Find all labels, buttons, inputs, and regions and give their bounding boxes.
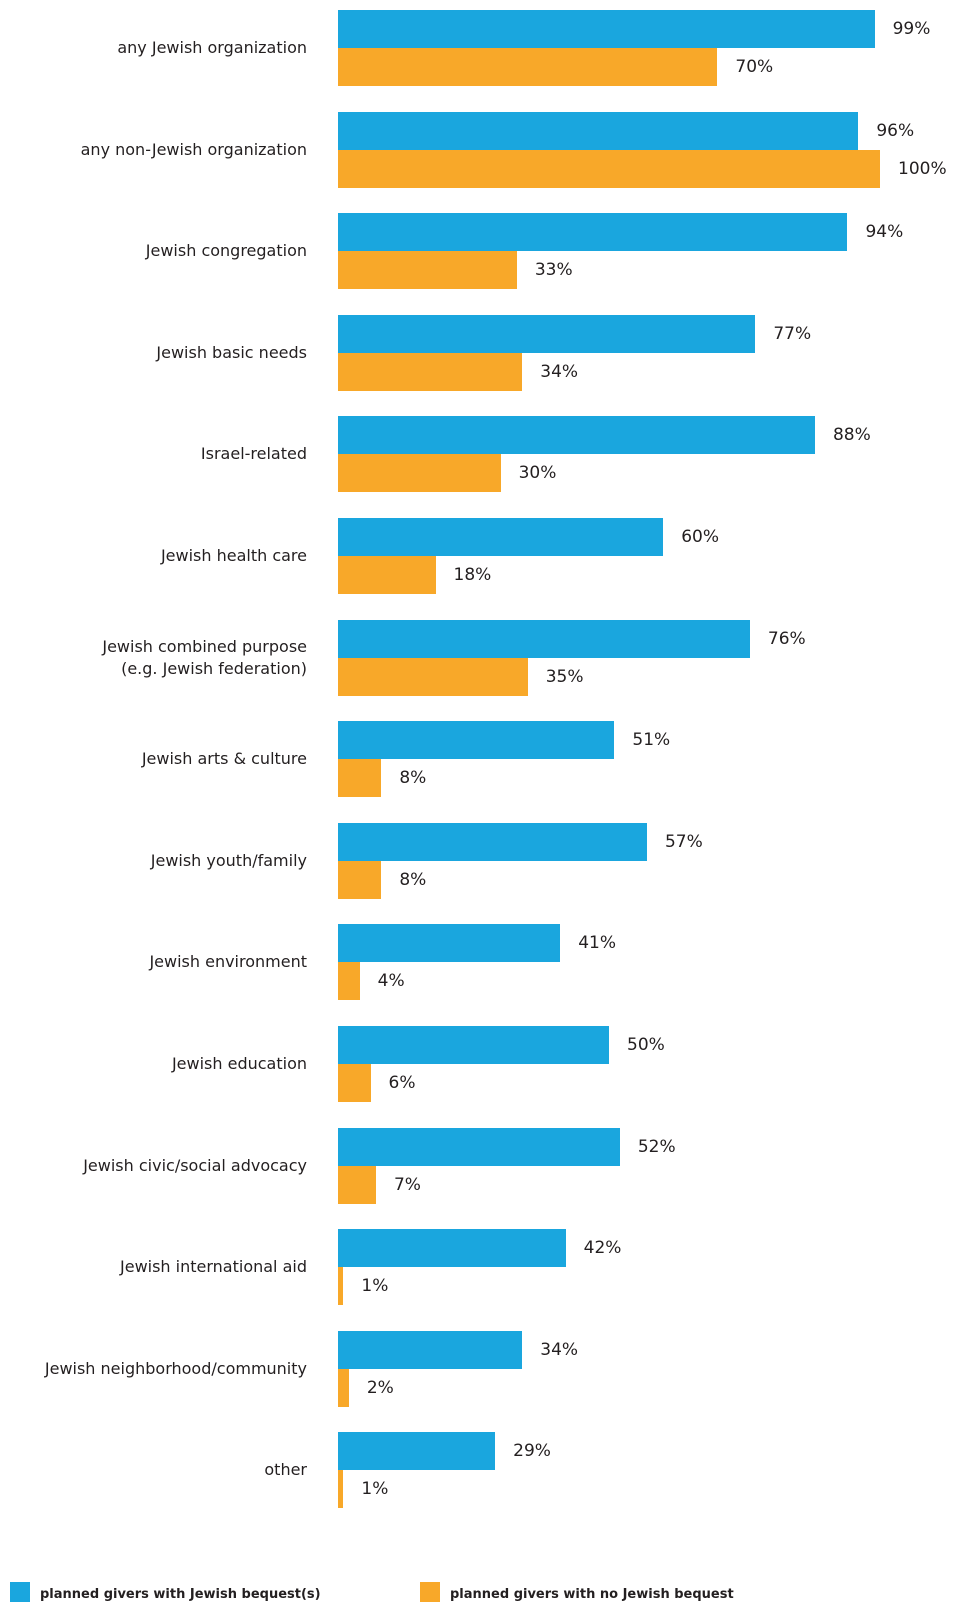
data-label: 42% — [583, 1238, 622, 1259]
data-label: 50% — [627, 1035, 665, 1055]
data-label: 1% — [361, 1479, 389, 1500]
data-label: 77% — [773, 323, 812, 344]
category-label: Jewish arts & culture — [141, 749, 307, 769]
legend-swatch — [420, 1582, 440, 1602]
category-label: Jewish international aid — [120, 1257, 307, 1277]
category-label: Jewish youth/family — [150, 850, 307, 870]
data-label: 18% — [453, 565, 492, 585]
bar-series-2 — [338, 352, 523, 391]
bar-series-1 — [338, 111, 859, 150]
bar-series-1 — [338, 416, 815, 455]
legend-swatch — [10, 1582, 30, 1602]
category-label: Jewish environment — [149, 952, 307, 972]
bar-series-1 — [338, 213, 848, 252]
data-label: 8% — [399, 869, 427, 890]
data-label: 1% — [361, 1276, 389, 1297]
data-label: 51% — [632, 730, 671, 751]
data-label: 88% — [832, 425, 871, 446]
data-label: 6% — [388, 1073, 416, 1093]
data-label: 96% — [876, 120, 915, 141]
bar-series-1 — [338, 924, 561, 963]
category-label: Jewish neighborhood/community — [44, 1358, 307, 1378]
bar-series-1 — [338, 619, 750, 658]
bar-series-2 — [338, 1267, 344, 1306]
bar-series-2 — [338, 1368, 349, 1407]
data-label: 33% — [534, 260, 573, 281]
bar-series-1 — [338, 1330, 523, 1369]
bar-series-2 — [338, 1064, 371, 1102]
data-label: 29% — [513, 1441, 551, 1462]
legend-item: planned givers with no Jewish bequest — [420, 1582, 734, 1603]
legend-item: planned givers with Jewish bequest(s) — [10, 1582, 321, 1603]
data-label: 99% — [892, 19, 931, 39]
category-label: any Jewish organization — [117, 38, 307, 57]
data-label: 8% — [399, 768, 427, 789]
bar-series-2 — [338, 149, 880, 188]
bar-series-1 — [338, 518, 664, 556]
data-label: 52% — [637, 1136, 676, 1157]
data-label: 76% — [767, 628, 806, 649]
bar-series-1 — [338, 1127, 620, 1166]
legend-label: planned givers with Jewish bequest(s) — [40, 1587, 321, 1602]
data-label: 34% — [540, 1339, 579, 1360]
category-label: Israel-related — [200, 444, 307, 464]
bar-series-1 — [338, 1229, 566, 1268]
data-label: 7% — [393, 1174, 421, 1195]
category-label: Jewish education — [171, 1054, 307, 1073]
bar-series-2 — [338, 657, 528, 696]
data-label: 35% — [545, 666, 584, 687]
category-label: Jewish basic needs — [156, 342, 307, 362]
bar-series-2 — [338, 48, 718, 86]
bar-series-1 — [338, 721, 615, 760]
bar-series-2 — [338, 860, 382, 899]
bar-series-2 — [338, 454, 501, 493]
data-label: 100% — [898, 158, 947, 179]
bar-series-2 — [338, 962, 360, 1001]
bar-series-1 — [338, 1432, 496, 1471]
bar-series-1 — [338, 314, 756, 353]
data-label: 57% — [664, 831, 703, 852]
bar-series-1 — [338, 1026, 609, 1064]
bar-series-2 — [338, 251, 517, 290]
data-label: 30% — [518, 463, 557, 484]
data-label: 41% — [578, 933, 617, 954]
bar-series-2 — [338, 1165, 376, 1204]
bar-series-1 — [338, 10, 875, 48]
category-label: Jewish combined purpose (e.g. Jewish fed… — [102, 636, 307, 678]
category-label: Jewish congregation — [145, 241, 307, 261]
legend-label: planned givers with no Jewish bequest — [450, 1587, 734, 1602]
category-label: other — [264, 1460, 307, 1480]
bar-series-2 — [338, 1470, 344, 1509]
bar-series-1 — [338, 822, 647, 861]
data-label: 94% — [865, 222, 904, 243]
data-label: 60% — [681, 527, 719, 547]
data-label: 4% — [377, 971, 405, 992]
data-label: 70% — [735, 57, 774, 77]
bar-series-2 — [338, 759, 382, 798]
data-label: 34% — [540, 361, 579, 382]
data-label: 2% — [366, 1377, 394, 1398]
category-label: any non-Jewish organization — [80, 139, 307, 159]
category-label: Jewish health care — [160, 546, 307, 565]
category-label: Jewish civic/social advocacy — [83, 1155, 307, 1175]
bar-series-2 — [338, 556, 436, 594]
